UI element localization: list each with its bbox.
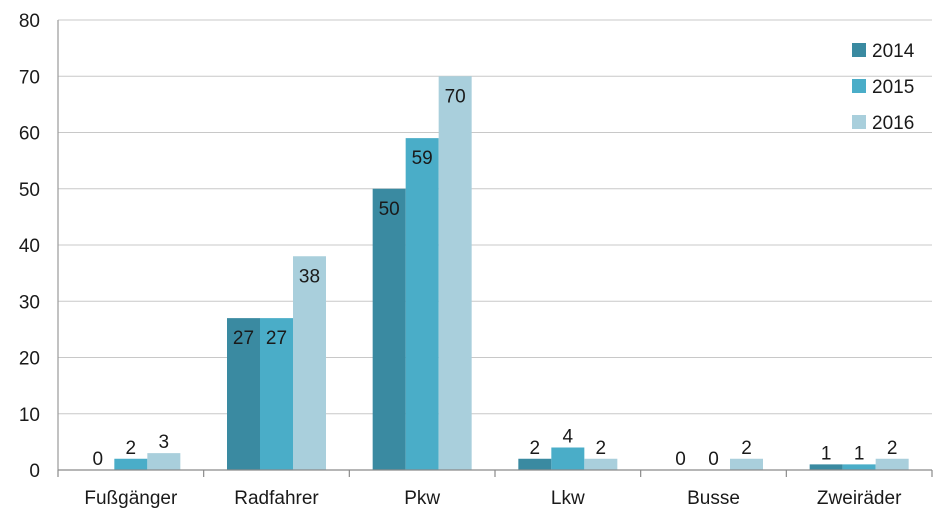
bar bbox=[405, 138, 439, 470]
bar bbox=[875, 458, 909, 470]
y-tick-label: 70 bbox=[19, 67, 40, 88]
x-tick-label: Zweiräder bbox=[817, 488, 902, 509]
y-tick-label: 80 bbox=[19, 11, 40, 32]
y-tick-label: 0 bbox=[29, 461, 40, 482]
data-label: 27 bbox=[266, 328, 287, 349]
bar bbox=[809, 464, 843, 470]
data-label: 70 bbox=[445, 86, 466, 107]
x-axis: Fußgänger Radfahrer Pkw Lkw Busse Zweiräder bbox=[57, 469, 933, 509]
x-tick-label: Busse bbox=[687, 488, 740, 509]
x-tick-label: Fußgänger bbox=[84, 488, 178, 509]
data-label: 2 bbox=[741, 438, 752, 459]
y-tick-label: 50 bbox=[19, 180, 40, 201]
y-tick-label: 10 bbox=[19, 405, 40, 426]
data-label: 0 bbox=[675, 449, 686, 470]
data-label: 0 bbox=[708, 449, 719, 470]
data-label: 2 bbox=[887, 438, 898, 459]
data-label: 2 bbox=[126, 438, 137, 459]
bar bbox=[518, 458, 552, 470]
data-label: 0 bbox=[93, 449, 104, 470]
bar bbox=[260, 318, 293, 470]
bar bbox=[438, 76, 472, 470]
bar bbox=[842, 464, 876, 470]
y-tick-label: 40 bbox=[19, 236, 40, 257]
x-tick-label: Pkw bbox=[404, 488, 440, 509]
data-label: 4 bbox=[563, 427, 574, 448]
legend-label: 2016 bbox=[872, 113, 914, 134]
bar bbox=[372, 188, 406, 470]
data-label: 59 bbox=[412, 148, 433, 169]
bar bbox=[293, 256, 326, 470]
data-label: 27 bbox=[233, 328, 254, 349]
y-tick-label: 30 bbox=[19, 292, 40, 313]
legend-swatch bbox=[852, 115, 866, 129]
x-tick-label: Lkw bbox=[551, 488, 585, 509]
bar bbox=[584, 458, 618, 470]
legend-label: 2014 bbox=[872, 41, 915, 62]
data-label: 3 bbox=[159, 432, 170, 453]
legend: 2014 2015 2016 bbox=[852, 41, 915, 134]
y-axis: 0 10 20 30 40 50 60 70 80 bbox=[19, 11, 59, 482]
bar bbox=[551, 447, 585, 470]
data-label: 2 bbox=[530, 438, 541, 459]
bar bbox=[227, 318, 260, 470]
legend-label: 2015 bbox=[872, 77, 914, 98]
y-tick-label: 60 bbox=[19, 124, 40, 145]
gridlines bbox=[58, 19, 932, 415]
data-label: 1 bbox=[854, 443, 865, 464]
data-label: 2 bbox=[596, 438, 607, 459]
bar bbox=[147, 453, 181, 470]
bar bbox=[730, 458, 763, 470]
legend-swatch bbox=[852, 43, 866, 57]
data-labels: 0 2 3 27 27 38 50 59 70 2 4 2 0 0 2 1 1 2 bbox=[93, 86, 898, 470]
x-tick-label: Radfahrer bbox=[234, 488, 319, 509]
y-tick-label: 20 bbox=[19, 349, 40, 370]
data-label: 38 bbox=[299, 266, 320, 287]
bars bbox=[114, 76, 909, 470]
bar bbox=[114, 458, 148, 470]
legend-swatch bbox=[852, 79, 866, 93]
data-label: 50 bbox=[379, 199, 400, 220]
data-label: 1 bbox=[821, 443, 832, 464]
